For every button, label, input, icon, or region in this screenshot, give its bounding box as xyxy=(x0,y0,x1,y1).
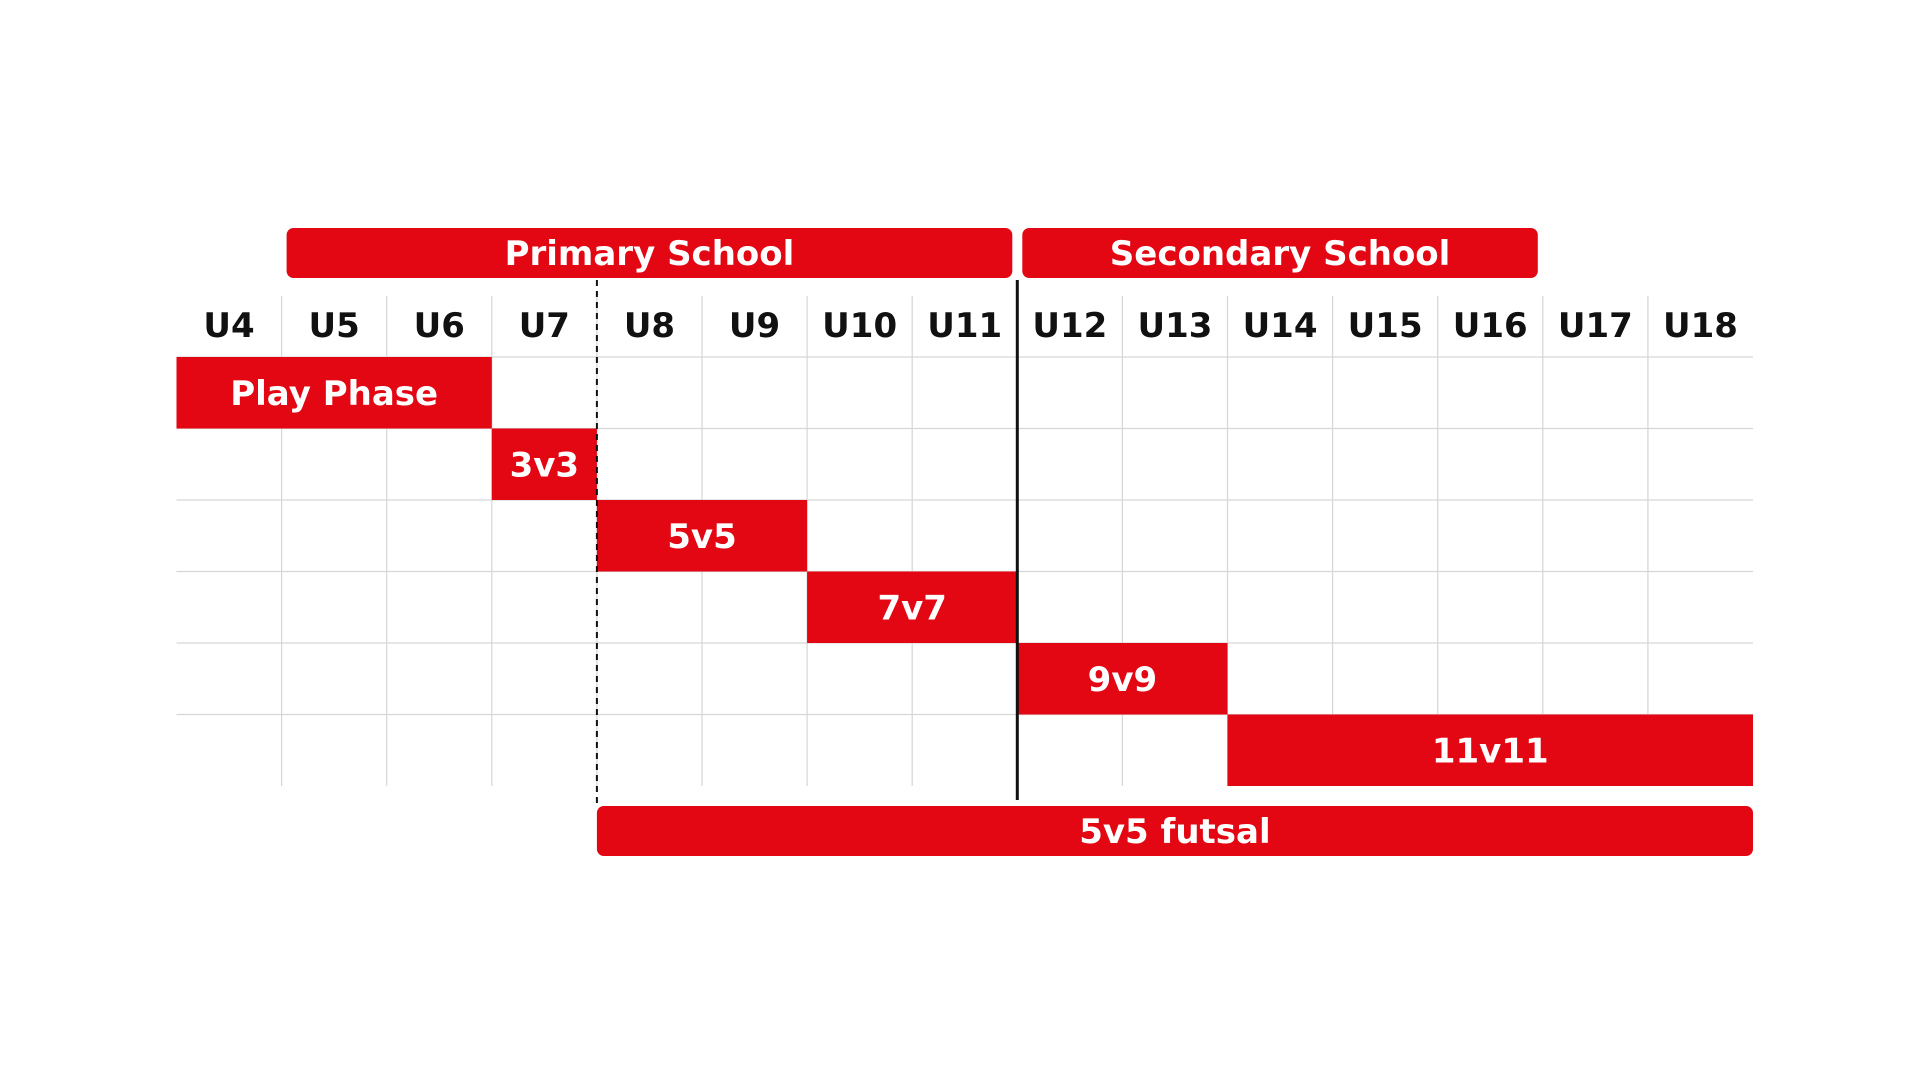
age-group-headers: U4 U5 U6 U7 U8 U9 U10 U11 U12 U13 U14 U15 U16 U17 U18 xyxy=(203,306,1738,346)
age-header: U8 xyxy=(624,306,675,346)
age-header: U13 xyxy=(1137,306,1212,346)
format-blocks: Play Phase 3v3 5v5 7v7 9v9 11v11 xyxy=(176,357,1753,786)
format-block xyxy=(1017,643,1228,715)
futsal-band-block xyxy=(596,806,1753,856)
format-label: 7v7 xyxy=(877,588,946,628)
age-header: U14 xyxy=(1243,306,1318,346)
format-label: 11v11 xyxy=(1432,731,1549,771)
age-header: U5 xyxy=(309,306,360,346)
format-block xyxy=(596,500,808,572)
format-label: 9v9 xyxy=(1088,660,1157,700)
format-label: Play Phase xyxy=(230,374,438,414)
format-label: 5v5 xyxy=(667,517,736,557)
age-header: U16 xyxy=(1453,306,1528,346)
format-block xyxy=(807,571,1018,643)
age-header: U9 xyxy=(729,306,780,346)
age-header: U17 xyxy=(1558,306,1633,346)
school-bands: Primary School Secondary School xyxy=(286,228,1538,278)
age-header: U7 xyxy=(519,306,570,346)
age-header: U15 xyxy=(1348,306,1423,346)
futsal-label: 5v5 futsal xyxy=(1079,812,1270,852)
age-header: U10 xyxy=(822,306,897,346)
age-header: U4 xyxy=(203,306,254,346)
format-block xyxy=(1227,714,1753,786)
age-header: U18 xyxy=(1663,306,1738,346)
school-band xyxy=(286,228,1013,278)
school-band-label: Primary School xyxy=(505,234,795,274)
age-header: U6 xyxy=(414,306,465,346)
school-band xyxy=(1022,228,1538,278)
phase-dividers xyxy=(595,280,1019,804)
format-label: 3v3 xyxy=(510,445,579,485)
school-band-label: Secondary School xyxy=(1110,234,1451,274)
age-header: U11 xyxy=(927,306,1002,346)
format-block xyxy=(491,428,597,500)
futsal-band: 5v5 futsal xyxy=(596,806,1753,856)
age-header: U12 xyxy=(1032,306,1107,346)
format-block xyxy=(176,357,492,429)
